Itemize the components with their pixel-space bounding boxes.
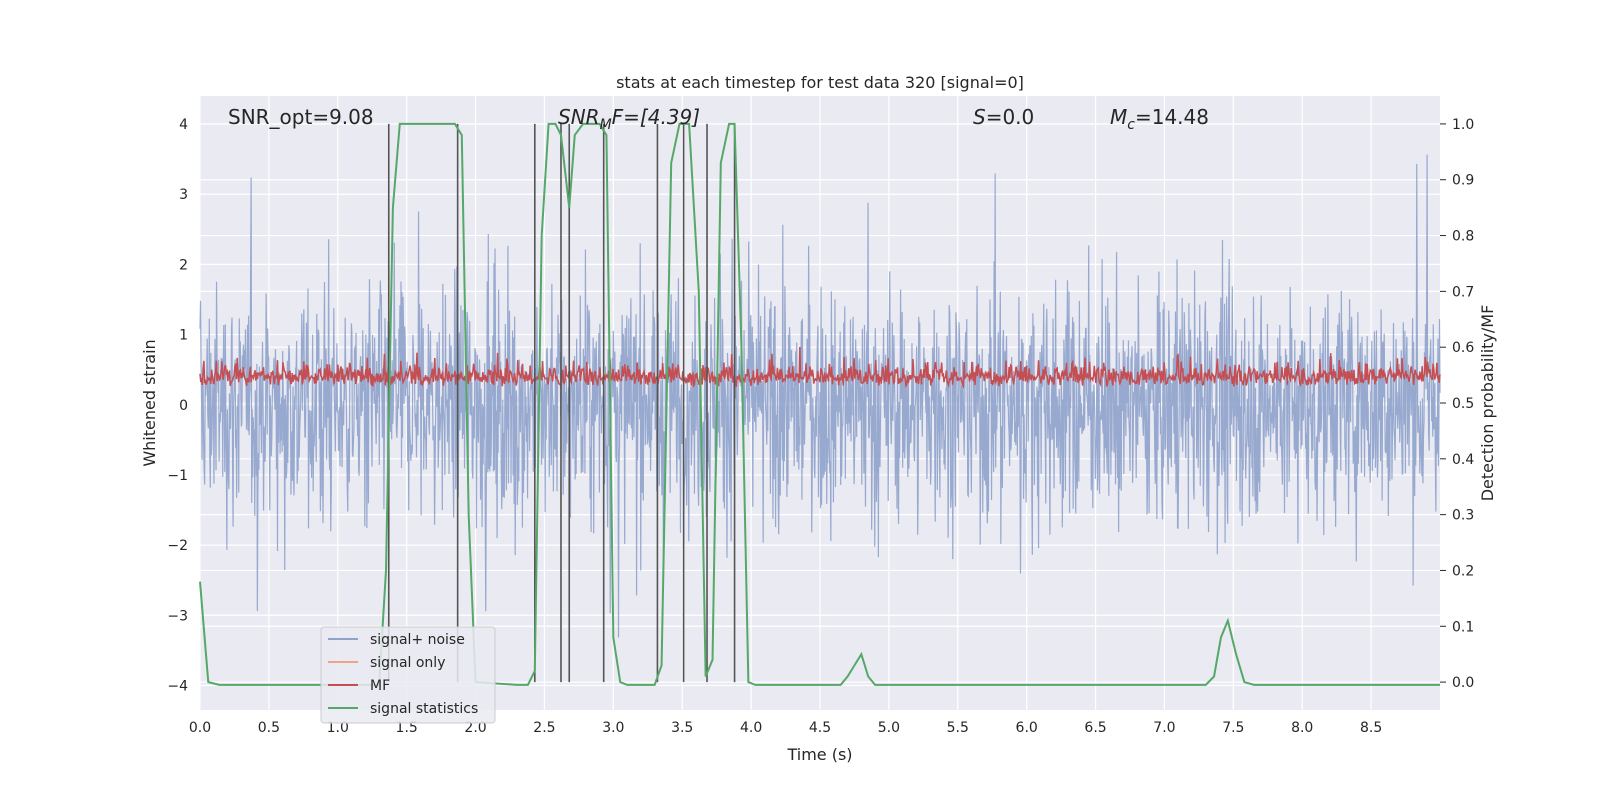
y-tick-label-1: −3 [167,608,188,624]
x-tick-label-8: 4.0 [740,720,762,736]
mc-subscript: c [1127,117,1135,133]
y-tick-labels: −4 −3 −2 −1 0 1 2 3 4 [167,117,188,694]
signal-noise-line [199,154,1441,638]
y-tick-label-4: 0 [179,398,188,414]
s-symbol: S [973,105,986,129]
y-tick-label-6: 2 [179,257,188,273]
snr-mf-value: F=[4.39] [612,105,700,129]
x-tick-label-1: 0.5 [258,720,280,736]
x-tick-label-13: 6.5 [1084,720,1106,736]
x-tick-label-0: 0.0 [189,720,211,736]
x-tick-label-10: 5.0 [878,720,900,736]
y-right-tick-label-4: 0.4 [1452,452,1474,468]
vertical-lines [387,123,736,683]
s-annotation: S=0.0 [973,105,1034,129]
snr-mf-symbol: SNR [558,105,600,129]
signal-noise-series [199,154,1441,638]
y-right-axis-label: Detection probability/MF [1478,305,1497,502]
legend-label-signal-noise: signal+ noise [370,632,465,648]
y-tick-label-7: 3 [179,187,188,203]
x-tick-label-5: 2.5 [533,720,555,736]
y-right-tick-label-3: 0.3 [1452,508,1474,524]
x-tick-label-9: 4.5 [809,720,831,736]
y-tick-label-2: −2 [167,538,188,554]
x-tick-label-4: 2.0 [464,720,486,736]
y-right-tick-labels: 0.0 0.1 0.2 0.3 0.4 0.5 0.6 0.7 0.8 0.9 1.0 [1440,117,1474,691]
x-tick-labels: 0.0 0.5 1.0 1.5 2.0 2.5 3.0 3.5 4.0 4.5 5.0 5.5 6.0 6… [189,720,1382,736]
y-right-tick-label-10: 1.0 [1452,117,1474,133]
legend-box [320,626,496,724]
x-tick-label-15: 7.5 [1222,720,1244,736]
snr-mf-subscript: M [600,117,612,133]
y-tick-label-5: 1 [179,328,188,344]
y-right-tick-label-9: 0.9 [1452,173,1474,189]
x-tick-label-7: 3.5 [671,720,693,736]
mf-series [199,347,1441,390]
legend-label-mf: MF [370,678,390,694]
y-tick-label-3: −1 [167,468,188,484]
x-tick-label-6: 3.0 [602,720,624,736]
y-tick-label-0: −4 [167,678,188,694]
snr-opt-annotation: SNR_opt=9.08 [228,105,374,129]
legend: signal+ noise signal only MF signal stat… [320,626,496,724]
chart-title: stats at each timestep for test data 320… [616,73,1024,92]
y-right-tick-label-1: 0.1 [1452,619,1474,635]
x-tick-label-14: 7.0 [1153,720,1175,736]
signal-statistics-line [199,122,1440,686]
y-right-tick-label-8: 0.8 [1452,229,1474,245]
mc-symbol: M [1110,105,1127,129]
x-tick-label-12: 6.0 [1016,720,1038,736]
x-tick-label-11: 5.5 [947,720,969,736]
x-tick-label-3: 1.5 [396,720,418,736]
x-tick-label-16: 8.0 [1291,720,1313,736]
y-axis-label: Whitened strain [140,339,159,466]
legend-label-signal-statistics: signal statistics [370,701,478,717]
y-tick-label-8: 4 [179,117,188,133]
legend-label-signal-only: signal only [370,655,445,671]
y-right-tick-label-0: 0.0 [1452,675,1474,691]
x-tick-label-2: 1.0 [327,720,349,736]
mf-line [199,347,1441,390]
y-right-tick-label-6: 0.6 [1452,340,1474,356]
x-axis-label: Time (s) [786,745,852,764]
snr-mf-annotation: SNRMF=[4.39] [558,105,700,133]
mc-annotation: Mc=14.48 [1110,105,1209,133]
signal-statistics-series [199,122,1440,686]
y-right-tick-label-7: 0.7 [1452,284,1474,300]
mc-value: =14.48 [1135,105,1209,129]
y-right-tick-label-5: 0.5 [1452,396,1474,412]
y-right-tick-label-2: 0.2 [1452,563,1474,579]
s-value: =0.0 [986,105,1035,129]
x-tick-label-17: 8.5 [1360,720,1382,736]
